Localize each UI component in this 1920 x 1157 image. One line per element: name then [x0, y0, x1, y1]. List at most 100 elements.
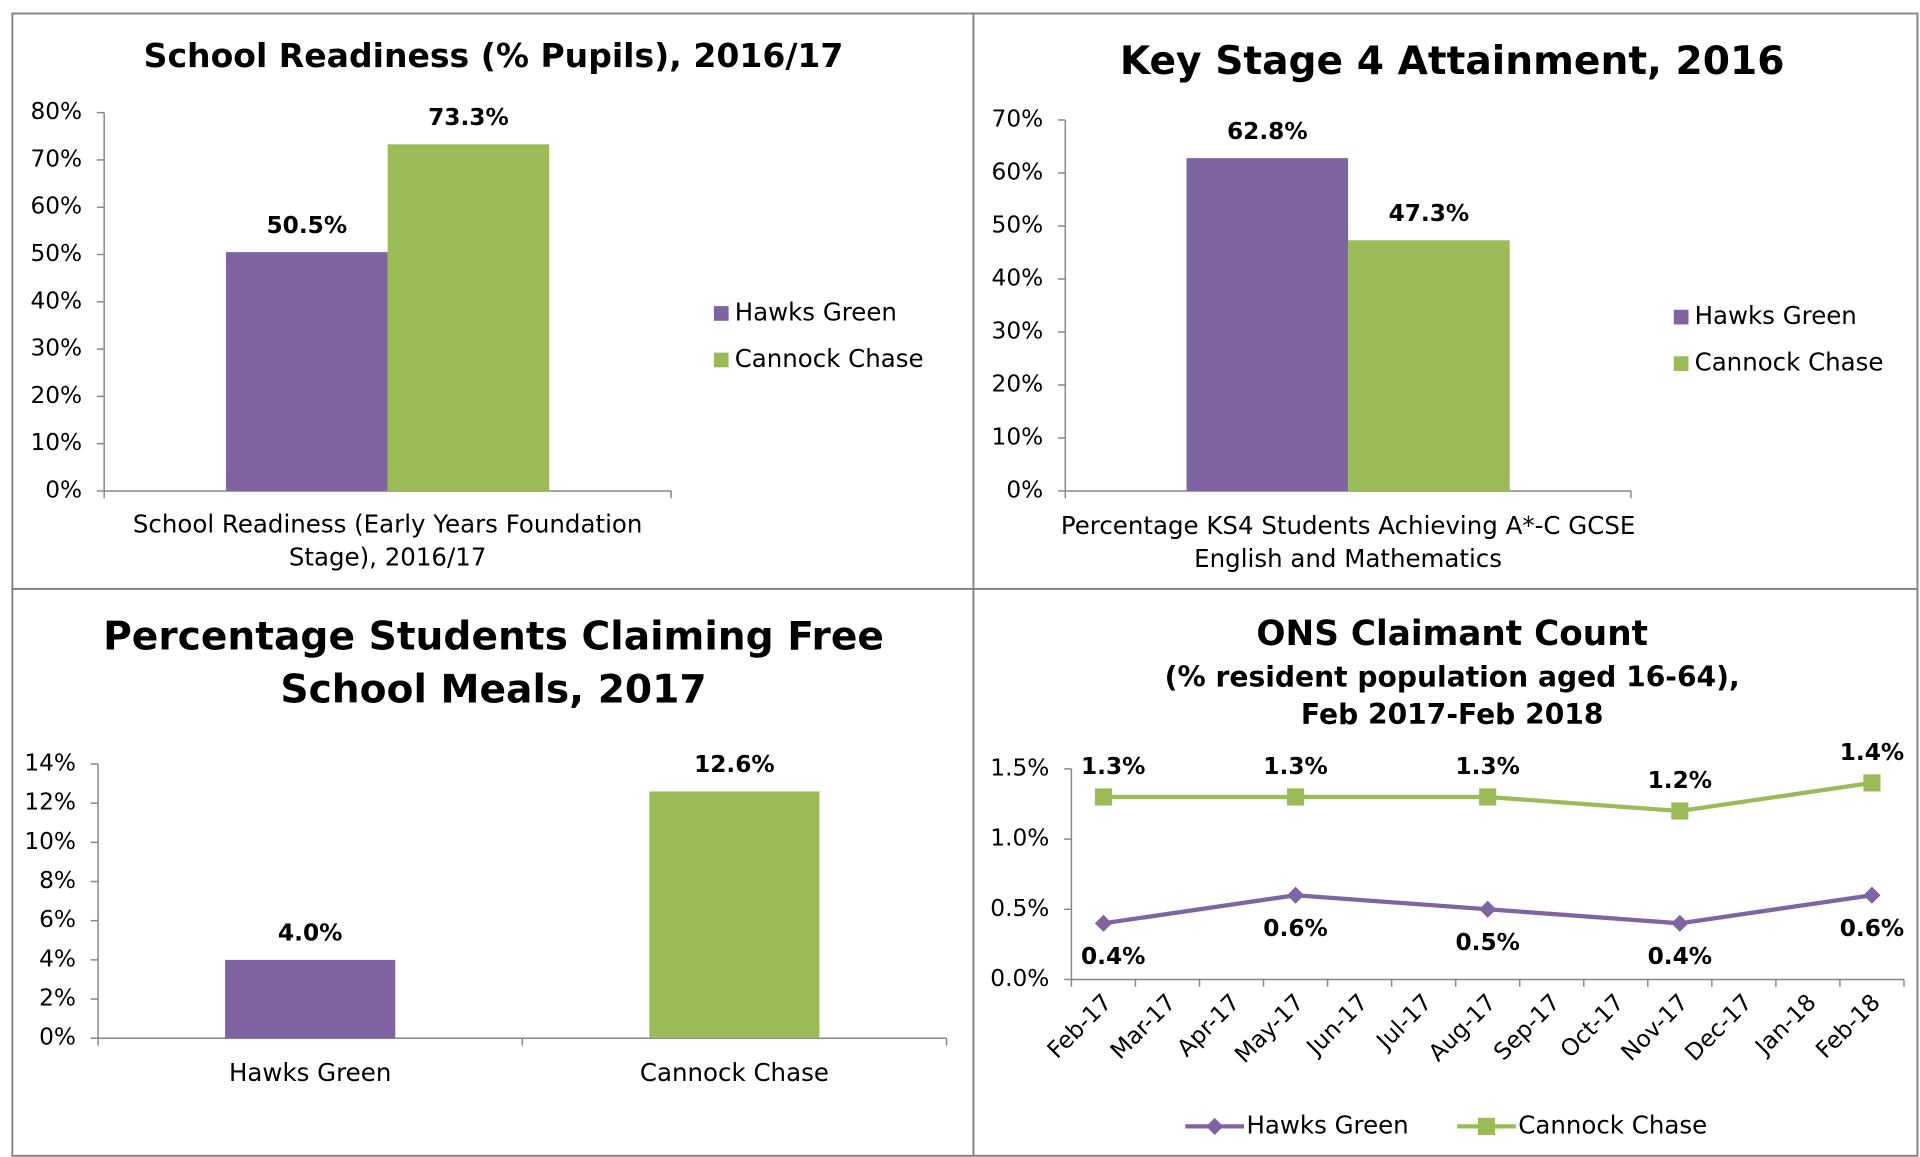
legend-label: Hawks Green: [1246, 1110, 1408, 1139]
value-label: 1.2%: [1648, 767, 1712, 794]
x-tick-label: Feb-17: [1042, 989, 1117, 1064]
chart-title: Key Stage 4 Attainment, 2016: [1120, 39, 1785, 84]
marker: [1671, 914, 1689, 932]
value-label: 0.5%: [1455, 929, 1519, 956]
chart-title: School Meals, 2017: [280, 667, 706, 712]
x-category-text: Percentage KS4 Students Achieving A*-C G…: [1060, 510, 1636, 573]
chart-title: ONS Claimant Count: [1256, 614, 1648, 654]
value-label: 1.4%: [1840, 739, 1904, 766]
y-tick-label: 0%: [1006, 476, 1043, 503]
chart-subtitle: Feb 2017-Feb 2018: [1301, 698, 1604, 731]
value-label: 73.3%: [428, 104, 509, 131]
y-tick-label: 20%: [30, 382, 82, 409]
y-tick-label: 6%: [39, 906, 76, 933]
x-category-text: Hawks Green: [229, 1057, 392, 1088]
legend-label: Hawks Green: [735, 297, 897, 326]
y-tick-label: 10%: [30, 429, 82, 456]
y-tick-label: 60%: [992, 158, 1044, 185]
x-category-label: Hawks Green: [229, 1057, 392, 1088]
value-label: 0.6%: [1840, 915, 1904, 942]
marker: [1479, 900, 1497, 918]
x-category-text: School Readiness (Early Years Foundation…: [132, 509, 643, 572]
marker: [1286, 886, 1305, 904]
value-label: 0.4%: [1648, 943, 1712, 970]
x-tick-label: Aug-17: [1423, 989, 1501, 1067]
y-tick-label: 50%: [992, 211, 1044, 238]
x-tick-label: Dec-17: [1680, 989, 1758, 1067]
x-category-text: Cannock Chase: [639, 1057, 829, 1088]
legend-swatch: [713, 352, 729, 368]
marker: [1094, 788, 1113, 806]
legend-swatch: [1673, 309, 1689, 325]
chart-title: Percentage Students Claiming Free: [103, 615, 884, 660]
marker: [1671, 802, 1689, 820]
value-label: 1.3%: [1455, 753, 1519, 780]
x-tick-label: Nov-17: [1616, 989, 1694, 1067]
y-tick-label: 14%: [24, 749, 76, 776]
y-tick-label: 20%: [992, 370, 1044, 397]
marker: [1477, 1117, 1496, 1135]
x-tick-label: Jan-18: [1749, 989, 1822, 1062]
marker: [1479, 788, 1497, 806]
y-tick-label: 0.5%: [990, 895, 1049, 922]
marker: [1286, 788, 1305, 806]
y-tick-label: 50%: [30, 240, 82, 267]
x-tick-label: May-17: [1230, 989, 1310, 1069]
value-label: 0.4%: [1081, 943, 1145, 970]
y-tick-label: 40%: [992, 264, 1044, 291]
value-label: 4.0%: [278, 920, 342, 947]
y-tick-label: 80%: [30, 98, 82, 125]
y-tick-label: 2%: [39, 985, 76, 1012]
y-tick-label: 0%: [45, 476, 82, 503]
value-label: 1.3%: [1081, 753, 1145, 780]
legend-swatch: [713, 306, 729, 321]
legend-label: Cannock Chase: [1695, 348, 1884, 377]
value-label: 50.5%: [266, 212, 347, 239]
marker: [1863, 774, 1881, 792]
x-tick-label: Mar-17: [1105, 989, 1181, 1065]
legend-label: Cannock Chase: [1518, 1110, 1707, 1139]
y-tick-label: 0%: [39, 1024, 76, 1051]
chart-subtitle: (% resident population aged 16-64),: [1165, 660, 1740, 693]
y-tick-label: 12%: [24, 789, 76, 816]
y-tick-label: 70%: [992, 105, 1044, 132]
x-category-label: Percentage KS4 Students Achieving A*-C G…: [1060, 510, 1636, 573]
marker: [1206, 1117, 1224, 1135]
y-tick-label: 0.0%: [990, 965, 1049, 992]
x-tick-label: Jun-17: [1300, 989, 1373, 1062]
y-tick-label: 1.5%: [990, 754, 1049, 781]
value-label: 0.6%: [1263, 915, 1327, 942]
legend-label: Cannock Chase: [735, 344, 924, 373]
x-tick-label: Feb-18: [1811, 989, 1886, 1064]
y-tick-label: 30%: [30, 335, 82, 362]
y-tick-label: 10%: [992, 423, 1044, 450]
marker: [1863, 886, 1881, 904]
bar: [649, 791, 820, 1039]
y-tick-label: 40%: [30, 287, 82, 314]
marker: [1094, 914, 1113, 932]
value-label: 62.8%: [1227, 118, 1308, 145]
value-label: 1.3%: [1263, 753, 1327, 780]
y-tick-label: 60%: [30, 193, 82, 220]
y-tick-label: 30%: [992, 317, 1044, 344]
y-tick-label: 8%: [39, 867, 76, 894]
bar: [1186, 158, 1349, 491]
x-tick-label: Oct-17: [1555, 989, 1629, 1063]
x-tick-label: Sep-17: [1489, 989, 1566, 1066]
bar: [225, 959, 396, 1039]
legend-swatch: [1673, 356, 1689, 371]
y-tick-label: 4%: [39, 945, 76, 972]
value-label: 12.6%: [694, 751, 775, 778]
x-category-label: School Readiness (Early Years Foundation…: [132, 509, 643, 572]
y-tick-label: 70%: [30, 145, 82, 172]
value-label: 47.3%: [1389, 200, 1470, 227]
y-tick-label: 10%: [24, 828, 76, 855]
bar: [226, 252, 388, 491]
bar: [387, 144, 550, 491]
outer-border: [11, 12, 1919, 1157]
y-tick-label: 1.0%: [990, 825, 1049, 852]
bar: [1348, 240, 1510, 491]
x-category-label: Cannock Chase: [639, 1057, 829, 1088]
